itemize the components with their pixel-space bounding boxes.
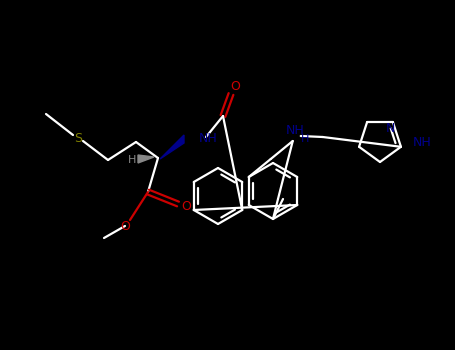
Text: H: H <box>301 134 309 144</box>
Text: O: O <box>120 219 130 232</box>
Text: N: N <box>386 122 395 135</box>
Text: S: S <box>74 132 82 145</box>
Polygon shape <box>160 135 184 159</box>
Text: NH: NH <box>413 136 432 149</box>
Text: NH: NH <box>199 133 218 146</box>
Text: H: H <box>128 155 136 165</box>
Text: O: O <box>181 199 191 212</box>
Text: NH: NH <box>285 125 304 138</box>
Polygon shape <box>138 155 154 163</box>
Text: O: O <box>230 79 240 92</box>
